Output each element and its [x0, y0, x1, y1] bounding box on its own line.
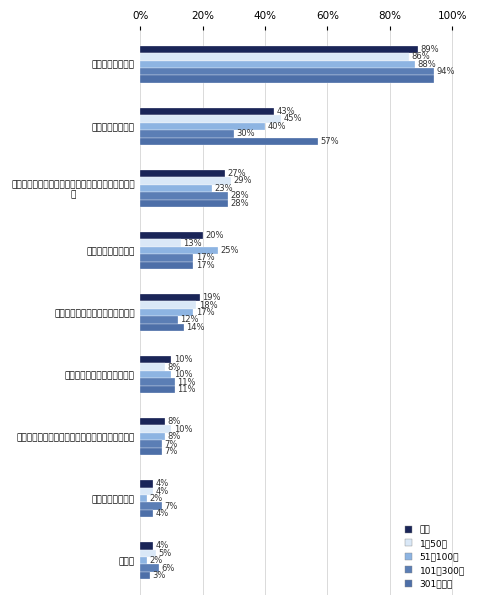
- Bar: [140, 542, 153, 550]
- Text: 7%: 7%: [165, 439, 178, 448]
- Text: 8%: 8%: [168, 362, 181, 371]
- Bar: [140, 487, 153, 495]
- Text: 23%: 23%: [215, 184, 233, 193]
- Text: 28%: 28%: [230, 191, 249, 201]
- Text: 13%: 13%: [183, 239, 202, 247]
- Text: 17%: 17%: [196, 261, 215, 270]
- Bar: [140, 550, 156, 557]
- Bar: [140, 448, 162, 455]
- Text: 45%: 45%: [283, 115, 302, 124]
- Text: 25%: 25%: [221, 246, 240, 255]
- Bar: [140, 170, 225, 177]
- Text: 40%: 40%: [268, 122, 286, 131]
- Text: 3%: 3%: [152, 571, 166, 580]
- Text: 7%: 7%: [165, 502, 178, 511]
- Bar: [140, 378, 175, 386]
- Bar: [140, 61, 415, 68]
- Text: 11%: 11%: [177, 385, 195, 394]
- Text: 27%: 27%: [227, 169, 246, 178]
- Text: 29%: 29%: [233, 176, 252, 185]
- Bar: [140, 572, 149, 579]
- Bar: [140, 177, 231, 185]
- Text: 18%: 18%: [199, 301, 217, 310]
- Bar: [140, 185, 212, 192]
- Bar: [140, 386, 175, 393]
- Bar: [140, 441, 162, 448]
- Text: 10%: 10%: [174, 355, 193, 364]
- Bar: [140, 130, 234, 138]
- Bar: [140, 510, 153, 518]
- Bar: [140, 418, 165, 425]
- Bar: [140, 364, 165, 371]
- Text: 94%: 94%: [436, 67, 455, 76]
- Bar: [140, 108, 274, 115]
- Bar: [140, 192, 228, 199]
- Bar: [140, 356, 171, 364]
- Bar: [140, 301, 196, 309]
- Bar: [140, 564, 159, 572]
- Bar: [140, 371, 171, 378]
- Text: 4%: 4%: [155, 541, 169, 550]
- Bar: [140, 294, 200, 301]
- Bar: [140, 262, 194, 269]
- Text: 11%: 11%: [177, 378, 195, 387]
- Bar: [140, 324, 184, 331]
- Text: 6%: 6%: [161, 564, 175, 573]
- Bar: [140, 425, 171, 433]
- Bar: [140, 115, 281, 122]
- Text: 10%: 10%: [174, 370, 193, 379]
- Bar: [140, 232, 203, 239]
- Bar: [140, 239, 181, 247]
- Text: 5%: 5%: [159, 549, 171, 558]
- Bar: [140, 138, 318, 145]
- Text: 10%: 10%: [174, 425, 193, 434]
- Text: 7%: 7%: [165, 447, 178, 456]
- Text: 30%: 30%: [237, 129, 255, 138]
- Text: 14%: 14%: [186, 323, 205, 332]
- Bar: [140, 557, 147, 564]
- Bar: [140, 68, 433, 75]
- Text: 2%: 2%: [149, 556, 162, 565]
- Bar: [140, 53, 409, 61]
- Bar: [140, 480, 153, 487]
- Text: 17%: 17%: [196, 308, 215, 317]
- Text: 4%: 4%: [155, 509, 169, 518]
- Text: 4%: 4%: [155, 479, 169, 488]
- Bar: [140, 502, 162, 510]
- Text: 20%: 20%: [205, 231, 224, 240]
- Text: 17%: 17%: [196, 253, 215, 262]
- Bar: [140, 45, 418, 53]
- Bar: [140, 316, 178, 324]
- Text: 43%: 43%: [277, 107, 296, 116]
- Bar: [140, 199, 228, 207]
- Text: 4%: 4%: [155, 487, 169, 496]
- Bar: [140, 247, 218, 254]
- Text: 86%: 86%: [411, 52, 430, 61]
- Text: 8%: 8%: [168, 418, 181, 426]
- Text: 89%: 89%: [421, 45, 439, 54]
- Text: 19%: 19%: [202, 293, 220, 302]
- Text: 28%: 28%: [230, 199, 249, 208]
- Text: 12%: 12%: [180, 316, 199, 324]
- Text: 2%: 2%: [149, 494, 162, 503]
- Bar: [140, 495, 147, 502]
- Text: 57%: 57%: [320, 137, 339, 145]
- Text: 8%: 8%: [168, 432, 181, 441]
- Bar: [140, 75, 433, 83]
- Bar: [140, 433, 165, 441]
- Bar: [140, 309, 194, 316]
- Bar: [140, 254, 194, 262]
- Bar: [140, 122, 265, 130]
- Legend: 全体, 1～50名, 51～100名, 101～300名, 301名以上: 全体, 1～50名, 51～100名, 101～300名, 301名以上: [403, 524, 467, 590]
- Text: 88%: 88%: [417, 60, 436, 68]
